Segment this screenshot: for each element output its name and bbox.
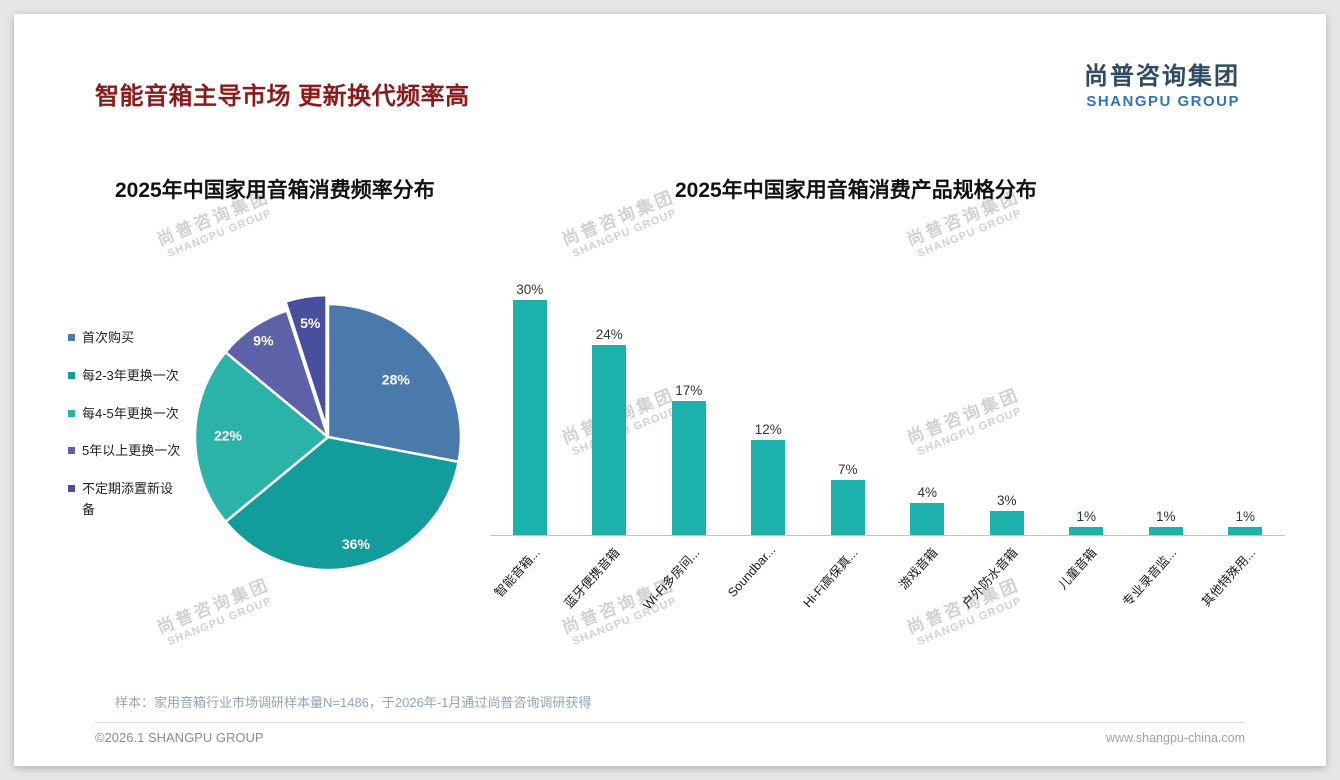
bar-value-label: 24%	[595, 327, 623, 342]
pie-value-label: 5%	[300, 315, 321, 331]
bar-category-label: 游戏音箱	[896, 545, 941, 593]
bar-category-label: Hi-Fi高保真...	[800, 545, 862, 611]
bar-category-label: 智能音箱...	[492, 545, 544, 600]
bar	[512, 300, 547, 535]
watermark-english-text: SHANGPU GROUP	[165, 207, 274, 261]
bar-value-label: 4%	[917, 485, 937, 500]
bar-value-label: 12%	[754, 422, 782, 437]
legend-marker	[68, 371, 75, 379]
bar-chart-title: 2025年中国家用音箱消费产品规格分布	[675, 179, 1037, 202]
bar-category-label: 蓝牙便携音箱	[562, 545, 623, 611]
pie-value-label: 28%	[382, 372, 411, 388]
bar	[1148, 527, 1183, 535]
bar	[1228, 527, 1263, 535]
pie-chart-title: 2025年中国家用音箱消费频率分布	[115, 179, 435, 202]
bar-column: 1% 儿童音箱	[1047, 282, 1127, 592]
logo-chinese-text: 尚普咨询集团	[1084, 63, 1240, 90]
bar	[989, 511, 1024, 535]
bar-column: 3% 户外防水音箱	[960, 282, 1047, 611]
legend-marker	[68, 334, 75, 341]
bar-column: 24% 蓝牙便携音箱	[562, 282, 650, 611]
logo-english-text: SHANGPU GROUP	[1086, 93, 1240, 110]
bar-column: 30% 智能音箱...	[490, 282, 570, 600]
pie-slice	[284, 293, 328, 430]
bar	[830, 480, 865, 535]
legend-marker	[68, 485, 75, 493]
bar-column: 7% Hi-Fi高保真...	[801, 282, 888, 610]
bar-column: 1% 其他特殊用...	[1199, 282, 1286, 609]
bar-value-label: 30%	[516, 282, 544, 297]
bar-category-label: Soundbar...	[725, 543, 779, 600]
footer-divider	[95, 722, 1245, 723]
pie-slice	[193, 350, 330, 524]
bar	[751, 440, 786, 535]
legend-item: 不定期添置新设备	[68, 479, 186, 521]
legend-item: 每2-3年更换一次	[68, 366, 186, 387]
legend-item: 每4-5年更换一次	[68, 404, 186, 425]
bar	[1069, 527, 1104, 535]
watermark-english-text: SHANGPU GROUP	[570, 207, 679, 261]
bar-category-label: Wi-Fi多房间...	[640, 545, 703, 613]
bar-columns: 30% 智能音箱... 24% 蓝牙便携音箱 17% Wi-Fi多房间... 12% Soun…	[490, 282, 1286, 612]
pie-chart: 28% 36% 22% 9% 5%	[193, 293, 463, 572]
bar	[910, 503, 945, 535]
page-title: 智能音箱主导市场 更新换代频率高	[95, 83, 470, 110]
pie-legend: 首次购买每2-3年更换一次 每4-5年更换一次 5年以上更换一次不定期添置新设备	[68, 328, 186, 538]
legend-label: 首次购买	[82, 330, 135, 345]
bar-category-label: 其他特殊用...	[1199, 545, 1259, 610]
legend-label: 5年以上更换一次	[82, 443, 181, 459]
watermark-english-text: SHANGPU GROUP	[165, 595, 274, 649]
copyright-text: ©2026.1 SHANGPU GROUP	[95, 730, 264, 745]
legend-marker	[68, 409, 75, 417]
slide: 尚普咨询集团 SHANGPU GROUP 尚普咨询集团 SHANGPU GROUP 尚普…	[14, 14, 1326, 766]
bar-category-label: 专业录音监...	[1119, 545, 1180, 610]
pie-value-label: 9%	[253, 333, 274, 349]
legend-item: 首次购买	[68, 328, 186, 349]
bar-value-label: 1%	[1235, 509, 1255, 524]
legend-label: 每2-3年更换一次	[82, 367, 179, 383]
legend-marker	[68, 447, 75, 455]
bar-column: 4% 游戏音箱	[888, 282, 968, 592]
pie-slice	[326, 302, 463, 464]
bar-column: 17% Wi-Fi多房间...	[640, 282, 729, 612]
bar	[592, 345, 627, 535]
x-axis-line	[490, 535, 1285, 536]
bar-value-label: 1%	[1076, 509, 1096, 524]
legend-item: 5年以上更换一次	[68, 441, 186, 462]
logo: 尚普咨询集团 SHANGPU GROUP	[1084, 56, 1240, 110]
legend-label: 每4-5年更换一次	[82, 405, 179, 421]
bar-category-label: 户外防水音箱	[959, 545, 1021, 611]
watermark-english-text: SHANGPU GROUP	[915, 207, 1024, 261]
pie-value-label: 36%	[342, 536, 371, 552]
pie-slice	[224, 435, 460, 572]
bar-column: 12% Soundbar...	[725, 282, 809, 600]
bar-column: 1% 专业录音监...	[1120, 282, 1206, 609]
bar	[671, 401, 706, 535]
website-text: www.shangpu-china.com	[1106, 731, 1245, 745]
pie-value-label: 22%	[214, 428, 243, 444]
bar-category-label: 儿童音箱	[1055, 545, 1100, 593]
bar-value-label: 3%	[996, 493, 1017, 508]
bar-value-label: 7%	[837, 462, 858, 477]
sample-note: 样本：家用音箱行业市场调研样本量N=1486，于2026年-1月通过尚普咨询调研…	[115, 695, 592, 710]
bar-value-label: 1%	[1155, 509, 1176, 524]
bar-value-label: 17%	[675, 383, 703, 398]
legend-label: 不定期添置新设备	[82, 481, 174, 517]
pie-slice	[224, 309, 330, 439]
bar-chart: 30% 智能音箱... 24% 蓝牙便携音箱 17% Wi-Fi多房间... 12% Soun…	[490, 282, 1285, 612]
